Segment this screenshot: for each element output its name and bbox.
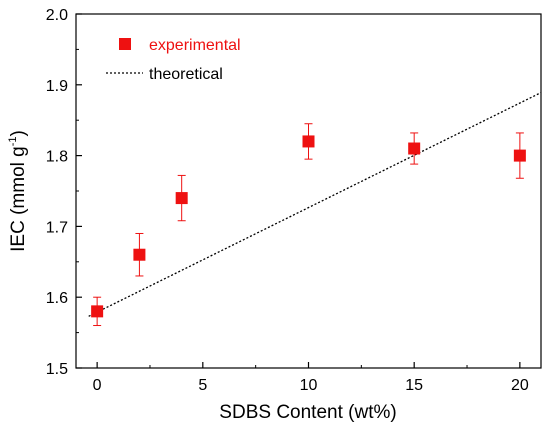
legend-experimental-label: experimental [149, 37, 241, 54]
data-point [513, 149, 526, 162]
legend: experimental theoretical [106, 37, 241, 83]
data-point [91, 305, 104, 318]
data-points-layer [91, 123, 526, 327]
y-tick-label: 2.0 [46, 7, 68, 24]
data-point [408, 142, 421, 155]
x-tick-label: 5 [198, 377, 207, 394]
y-tick-label: 1.8 [46, 149, 68, 166]
y-tick-label: 1.5 [46, 361, 68, 378]
y-tick-label: 1.7 [46, 219, 68, 236]
x-axis: 0 5 10 15 20 [93, 362, 529, 394]
x-tick-label: 0 [93, 377, 102, 394]
y-axis: 1.5 1.6 1.7 1.8 1.9 2.0 [46, 7, 82, 378]
x-tick-label: 10 [300, 377, 318, 394]
data-point [133, 248, 146, 261]
data-point [175, 192, 188, 205]
y-axis-label-main: IEC (mmol g [8, 146, 29, 252]
y-axis-label-close: ) [8, 130, 29, 136]
theoretical-line-layer [88, 92, 541, 317]
plot-frame [75, 13, 542, 369]
theoretical-line [88, 92, 541, 317]
x-tick-label: 20 [511, 377, 529, 394]
data-point [302, 135, 315, 148]
y-axis-label: IEC (mmol g-1) [7, 130, 29, 252]
x-axis-label: SDBS Content (wt%) [219, 402, 396, 423]
x-tick-label: 15 [405, 377, 423, 394]
legend-theoretical-label: theoretical [149, 66, 223, 83]
y-axis-label-sup: -1 [7, 136, 19, 146]
legend-experimental-marker [119, 38, 131, 50]
y-tick-label: 1.9 [46, 78, 68, 95]
y-tick-label: 1.6 [46, 290, 68, 307]
